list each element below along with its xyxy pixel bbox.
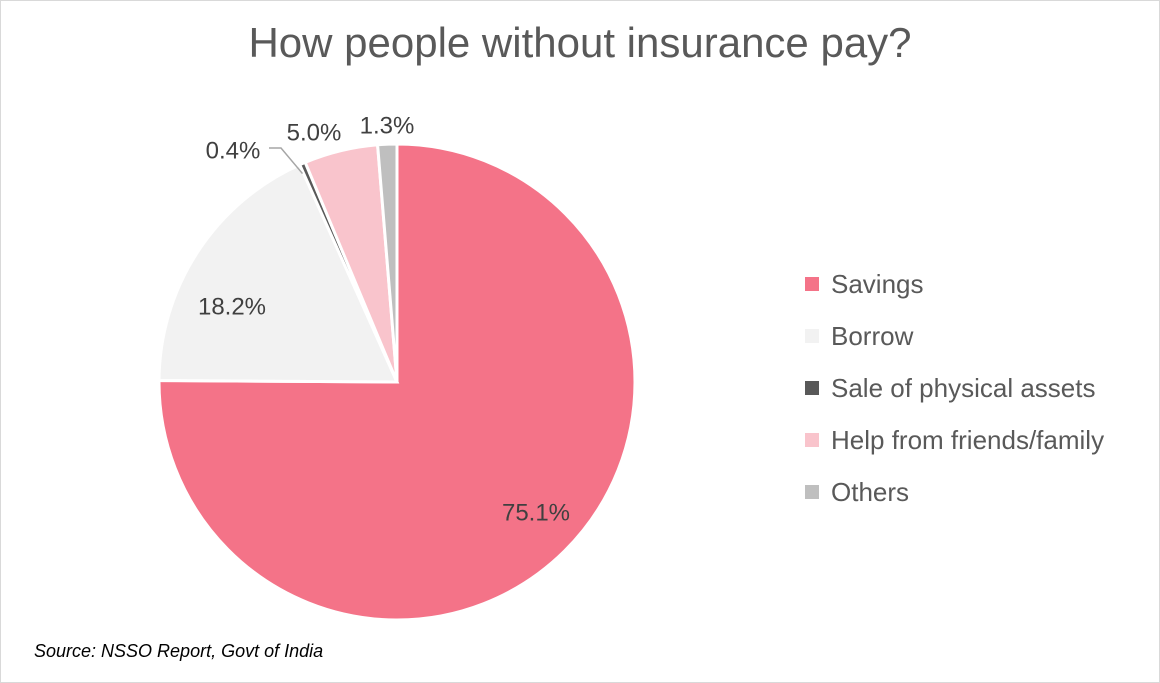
data-label-others: 1.3% <box>360 112 415 139</box>
legend-swatch-others <box>805 485 819 499</box>
source-note: Source: NSSO Report, Govt of India <box>34 641 324 661</box>
legend-item-others: Others <box>805 466 1104 518</box>
legend-label-sale-of-physical-assets: Sale of physical assets <box>831 372 1096 403</box>
legend-label-savings: Savings <box>831 268 924 299</box>
chart-title: How people without insurance pay? <box>248 19 912 66</box>
pie-slice-borrow <box>157 162 400 384</box>
legend-swatch-borrow <box>805 329 819 343</box>
data-label-borrow: 18.2% <box>198 293 266 320</box>
data-label-sale-of-physical-assets: 0.4% <box>206 137 261 164</box>
legend-item-sale-of-physical-assets: Sale of physical assets <box>805 362 1104 414</box>
legend-item-savings: Savings <box>805 258 1104 310</box>
legend-swatch-sale-of-physical-assets <box>805 381 819 395</box>
legend: Savings Borrow Sale of physical assets H… <box>805 258 1104 518</box>
data-label-help-from-friends-family: 5.0% <box>287 119 342 146</box>
data-label-savings: 75.1% <box>502 499 570 526</box>
legend-label-borrow: Borrow <box>831 320 914 351</box>
leader-line-sale-of-physical-assets <box>269 147 304 175</box>
legend-item-help-from-friends-family: Help from friends/family <box>805 414 1104 466</box>
legend-swatch-savings <box>805 277 819 291</box>
pie-slice-others <box>375 142 399 383</box>
legend-swatch-help-from-friends-family <box>805 433 819 447</box>
legend-label-others: Others <box>831 476 910 507</box>
legend-label-help-from-friends-family: Help from friends/family <box>831 424 1105 455</box>
pie-slice-savings <box>157 142 637 622</box>
legend-item-borrow: Borrow <box>805 310 1104 362</box>
